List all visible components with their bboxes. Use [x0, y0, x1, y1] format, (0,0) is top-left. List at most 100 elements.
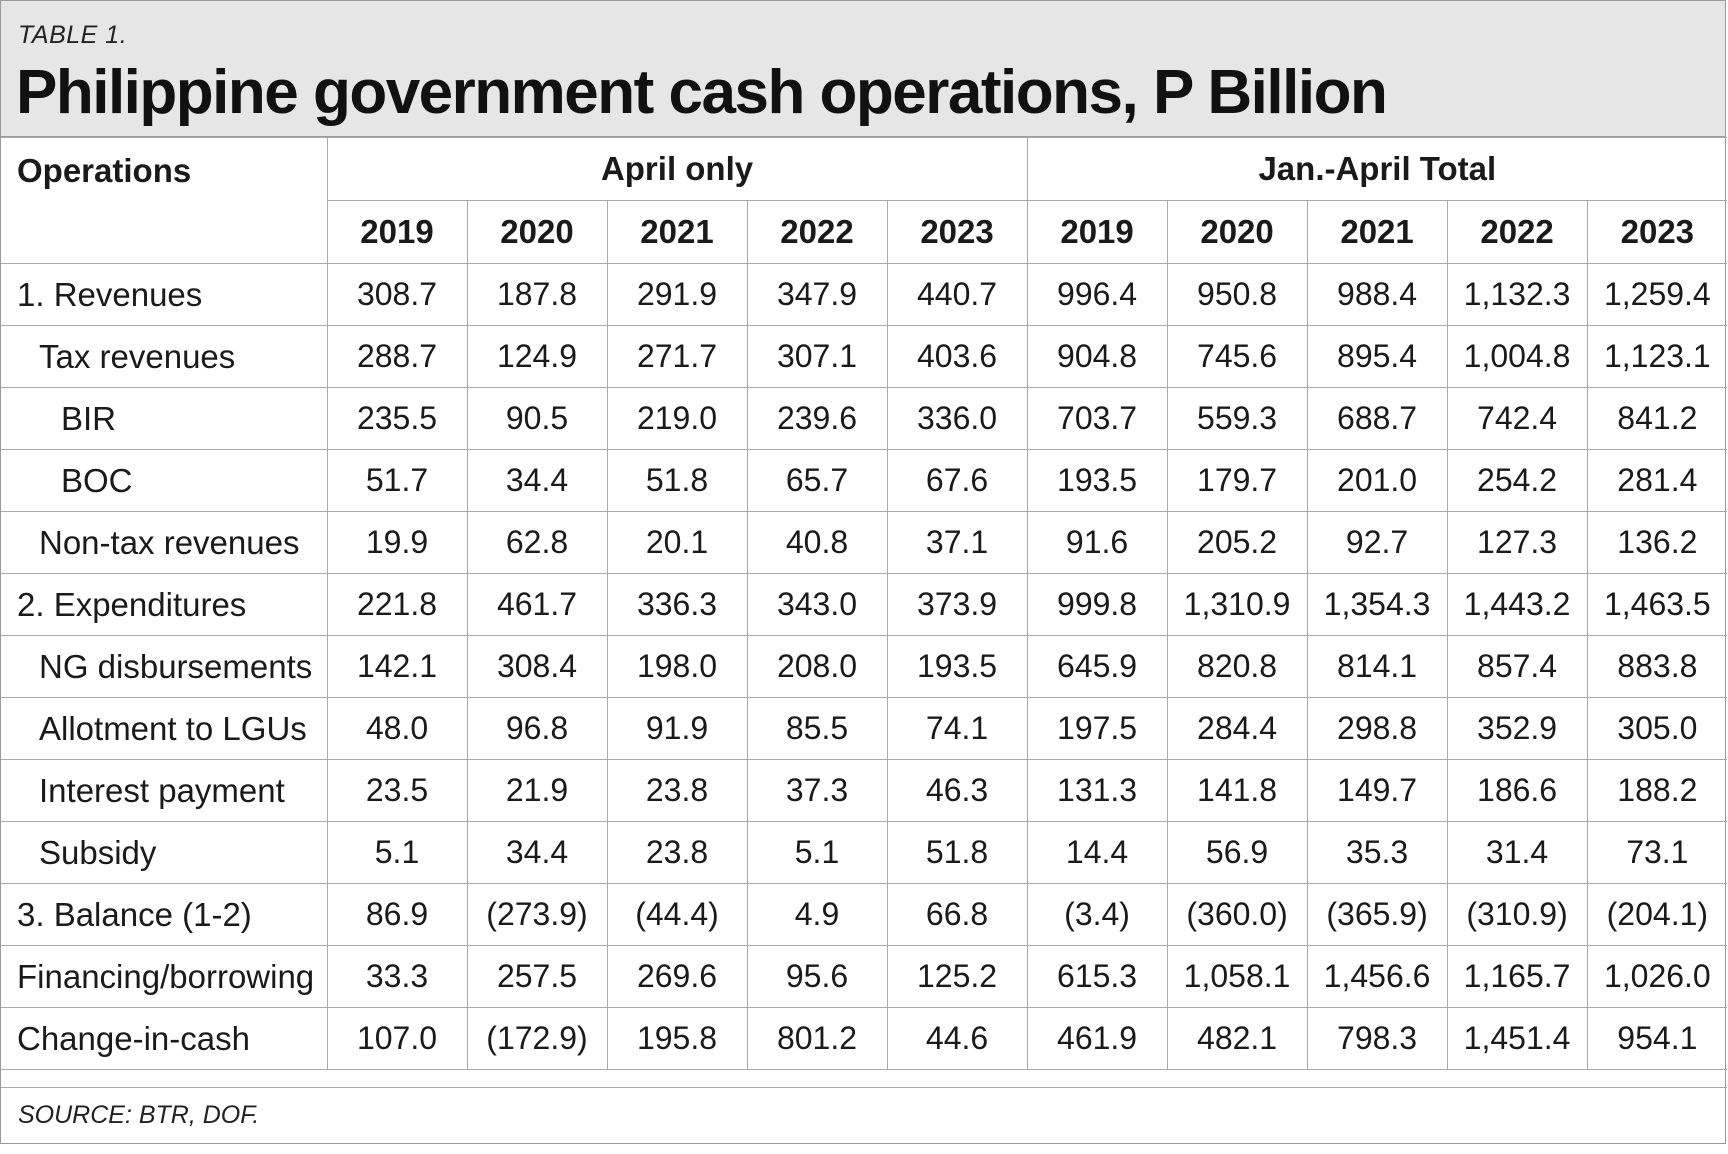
- value-cell: 461.7: [466, 573, 608, 636]
- value-cell: 305.0: [1586, 697, 1728, 760]
- value-cell: 284.4: [1166, 697, 1308, 760]
- table-title: Philippine government cash operations, P…: [16, 58, 1388, 127]
- value-cell: 703.7: [1026, 387, 1168, 450]
- value-cell: 883.8: [1586, 635, 1728, 698]
- value-cell: 74.1: [886, 697, 1028, 760]
- value-cell: 107.0: [326, 1007, 468, 1070]
- table-row: 3. Balance (1-2) 86.9 (273.9) (44.4) 4.9 66.8…: [1, 883, 1728, 946]
- value-cell: 1,443.2: [1446, 573, 1588, 636]
- value-cell: 85.5: [746, 697, 888, 760]
- value-cell: 31.4: [1446, 821, 1588, 884]
- value-cell: 336.0: [886, 387, 1028, 450]
- table-row: Tax revenues 288.7 124.9 271.7 307.1 403.6 904…: [1, 325, 1728, 388]
- value-cell: 988.4: [1306, 263, 1448, 326]
- year-header: 2023: [1586, 200, 1728, 264]
- value-cell: 1,456.6: [1306, 945, 1448, 1008]
- table-row: BIR 235.5 90.5 219.0 239.6 336.0 703.7 559.3 688…: [1, 387, 1728, 450]
- value-cell: 221.8: [326, 573, 468, 636]
- value-cell: 482.1: [1166, 1007, 1308, 1070]
- value-cell: 67.6: [886, 449, 1028, 512]
- value-cell: 308.7: [326, 263, 468, 326]
- table-row: NG disbursements 142.1 308.4 198.0 208.0 193.…: [1, 635, 1728, 698]
- value-cell: (3.4): [1026, 883, 1168, 946]
- value-cell: 195.8: [606, 1007, 748, 1070]
- row-label: NG disbursements: [1, 635, 328, 698]
- value-cell: 197.5: [1026, 697, 1168, 760]
- value-cell: 23.8: [606, 821, 748, 884]
- value-cell: 48.0: [326, 697, 468, 760]
- value-cell: 745.6: [1166, 325, 1308, 388]
- value-cell: 1,123.1: [1586, 325, 1728, 388]
- value-cell: 149.7: [1306, 759, 1448, 822]
- source-note: SOURCE: BTR, DOF.: [18, 1101, 260, 1129]
- value-cell: 141.8: [1166, 759, 1308, 822]
- value-cell: 1,132.3: [1446, 263, 1588, 326]
- value-cell: 257.5: [466, 945, 608, 1008]
- value-cell: 46.3: [886, 759, 1028, 822]
- value-cell: (44.4): [606, 883, 748, 946]
- value-cell: 820.8: [1166, 635, 1308, 698]
- source-divider: [1, 1087, 1727, 1088]
- value-cell: 254.2: [1446, 449, 1588, 512]
- value-cell: 996.4: [1026, 263, 1168, 326]
- value-cell: 645.9: [1026, 635, 1168, 698]
- row-label: BOC: [1, 449, 328, 512]
- value-cell: 461.9: [1026, 1007, 1168, 1070]
- value-cell: 336.3: [606, 573, 748, 636]
- value-cell: 201.0: [1306, 449, 1448, 512]
- operations-header: Operations: [1, 137, 328, 264]
- year-header: 2022: [746, 200, 888, 264]
- table-row: 1. Revenues 308.7 187.8 291.9 347.9 440.7 996.…: [1, 263, 1728, 326]
- value-cell: 33.3: [326, 945, 468, 1008]
- value-cell: 91.9: [606, 697, 748, 760]
- value-cell: 5.1: [326, 821, 468, 884]
- value-cell: 56.9: [1166, 821, 1308, 884]
- value-cell: 198.0: [606, 635, 748, 698]
- value-cell: 188.2: [1586, 759, 1728, 822]
- value-cell: 73.1: [1586, 821, 1728, 884]
- year-header: 2021: [1306, 200, 1448, 264]
- value-cell: 440.7: [886, 263, 1028, 326]
- value-cell: 34.4: [466, 449, 608, 512]
- year-header: 2021: [606, 200, 748, 264]
- row-label: Allotment to LGUs: [1, 697, 328, 760]
- value-cell: (172.9): [466, 1007, 608, 1070]
- value-cell: 65.7: [746, 449, 888, 512]
- table-header-band: TABLE 1. Philippine government cash oper…: [1, 1, 1725, 137]
- value-cell: 688.7: [1306, 387, 1448, 450]
- value-cell: 193.5: [1026, 449, 1168, 512]
- year-header: 2019: [1026, 200, 1168, 264]
- april-only-header: April only: [326, 137, 1028, 201]
- value-cell: 51.8: [606, 449, 748, 512]
- row-label: Subsidy: [1, 821, 328, 884]
- value-cell: 308.4: [466, 635, 608, 698]
- value-cell: 136.2: [1586, 511, 1728, 574]
- value-cell: 347.9: [746, 263, 888, 326]
- row-label: BIR: [1, 387, 328, 450]
- row-label: Non-tax revenues: [1, 511, 328, 574]
- value-cell: 1,354.3: [1306, 573, 1448, 636]
- value-cell: 40.8: [746, 511, 888, 574]
- value-cell: 559.3: [1166, 387, 1308, 450]
- header-row-groups: Operations April only Jan.-April Total: [1, 137, 1728, 264]
- value-cell: 615.3: [1026, 945, 1168, 1008]
- table-row: Financing/borrowing 33.3 257.5 269.6 95.6 125…: [1, 945, 1728, 1008]
- value-cell: 271.7: [606, 325, 748, 388]
- value-cell: 1,463.5: [1586, 573, 1728, 636]
- value-cell: 86.9: [326, 883, 468, 946]
- row-label: Interest payment: [1, 759, 328, 822]
- value-cell: 288.7: [326, 325, 468, 388]
- value-cell: 954.1: [1586, 1007, 1728, 1070]
- row-label: 1. Revenues: [1, 263, 328, 326]
- value-cell: 131.3: [1026, 759, 1168, 822]
- value-cell: 4.9: [746, 883, 888, 946]
- value-cell: (365.9): [1306, 883, 1448, 946]
- value-cell: 742.4: [1446, 387, 1588, 450]
- value-cell: 1,259.4: [1586, 263, 1728, 326]
- table-row: BOC 51.7 34.4 51.8 65.7 67.6 193.5 179.7 201.0 25…: [1, 449, 1728, 512]
- value-cell: 90.5: [466, 387, 608, 450]
- value-cell: 51.8: [886, 821, 1028, 884]
- value-cell: 51.7: [326, 449, 468, 512]
- table-row: 2. Expenditures 221.8 461.7 336.3 343.0 373.9…: [1, 573, 1728, 636]
